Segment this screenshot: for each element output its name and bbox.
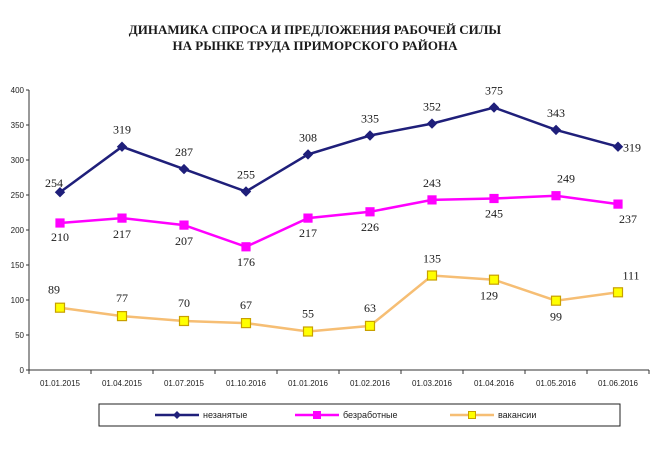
series-line-2 (59, 194, 619, 249)
data-point (427, 195, 437, 205)
data-point (178, 163, 190, 175)
series-layer (54, 102, 624, 337)
data-label: 111 (622, 268, 639, 282)
data-label: 99 (550, 310, 562, 324)
x-tick-label: 01.02.2016 (350, 379, 391, 388)
data-label: 217 (299, 226, 317, 240)
axes: 0 50 100 150 200 250 300 350 400 01.01.2015 01.04.… (11, 86, 650, 388)
y-tick-label: 200 (11, 226, 25, 235)
data-point (54, 186, 66, 198)
data-point (551, 191, 561, 201)
data-point (241, 242, 251, 252)
data-point (302, 326, 314, 337)
data-point (303, 213, 313, 223)
data-label: 210 (51, 230, 69, 244)
data-label: 352 (423, 100, 441, 114)
data-point (240, 186, 252, 197)
x-tick-label: 01.10.2016 (226, 379, 267, 388)
data-label: 89 (48, 283, 60, 297)
x-tick-label: 01.07.2015 (164, 379, 205, 388)
data-point (54, 302, 66, 313)
data-point (117, 213, 127, 223)
x-tick-label: 01.01.2016 (288, 379, 329, 388)
data-label: 243 (423, 176, 441, 190)
series-line-1 (59, 106, 619, 194)
y-tick-label: 50 (15, 331, 24, 340)
data-point (489, 193, 499, 204)
x-tick-label: 01.03.2016 (412, 379, 453, 388)
y-tick-label: 150 (11, 261, 25, 270)
data-point (240, 318, 252, 329)
data-label: 375 (485, 84, 503, 98)
data-label: 226 (361, 220, 379, 234)
legend-marker (468, 411, 476, 419)
data-point (488, 102, 500, 113)
data-label: 135 (423, 252, 441, 266)
data-label: 63 (364, 301, 376, 315)
y-tick-label: 400 (11, 86, 25, 95)
legend-label: безработные (343, 410, 398, 420)
data-labels: 254 319 287 255 308 335 352 375 343 319 210 217 207 1… (45, 84, 641, 324)
data-point (612, 287, 624, 298)
data-label: 129 (480, 289, 498, 303)
y-tick-label: 350 (11, 121, 25, 130)
legend-box (98, 403, 621, 427)
data-point (365, 207, 375, 217)
data-point (302, 149, 314, 160)
data-label: 245 (485, 207, 503, 221)
data-label: 55 (302, 307, 314, 321)
legend-label: вакансии (498, 410, 536, 420)
x-tick-label: 01.04.2015 (102, 379, 143, 388)
data-label: 70 (178, 296, 190, 310)
data-point (550, 124, 562, 136)
x-tick-label: 01.01.2015 (40, 379, 81, 388)
chart-title-line-1: ДИНАМИКА СПРОСА И ПРЕДЛОЖЕНИЯ РАБОЧЕЙ СИ… (129, 22, 502, 37)
data-label: 335 (361, 112, 379, 126)
data-point (116, 141, 128, 152)
chart-title: ДИНАМИКА СПРОСА И ПРЕДЛОЖЕНИЯ РАБОЧЕЙ СИ… (129, 22, 502, 53)
data-label: 319 (623, 141, 641, 155)
y-tick-label: 300 (11, 156, 25, 165)
data-point (179, 220, 189, 230)
y-tick-label: 0 (20, 366, 25, 375)
legend-marker (173, 411, 181, 419)
x-tick-label: 01.06.2016 (598, 379, 639, 388)
chart-title-line-2: НА РЫНКЕ ТРУДА ПРИМОРСКОГО РАЙОНА (173, 38, 459, 53)
data-point (364, 130, 376, 141)
data-point (550, 295, 562, 306)
data-point (178, 315, 190, 327)
data-point (55, 218, 65, 228)
data-point (426, 118, 438, 129)
data-label: 319 (113, 123, 131, 137)
x-tick-label: 01.05.2016 (536, 379, 577, 388)
legend-label: незанятые (203, 410, 247, 420)
data-label: 308 (299, 130, 317, 144)
y-tick-label: 100 (11, 296, 25, 305)
x-tick-label: 01.04.2016 (474, 379, 515, 388)
data-label: 77 (116, 291, 128, 305)
data-label: 176 (237, 255, 255, 269)
data-point (488, 274, 500, 285)
data-label: 343 (547, 106, 565, 120)
data-label: 207 (175, 234, 193, 248)
data-label: 254 (45, 176, 63, 190)
data-label: 67 (240, 298, 252, 312)
data-point (364, 320, 376, 331)
data-label: 237 (619, 212, 637, 226)
legend-marker (313, 411, 321, 419)
data-label: 249 (557, 172, 575, 186)
data-point (612, 141, 624, 152)
data-label: 255 (237, 168, 255, 182)
legend: незанятые безработные вакансии (98, 403, 621, 427)
data-label: 287 (175, 145, 193, 159)
data-point (116, 311, 128, 322)
data-label: 217 (113, 227, 131, 241)
data-point (613, 199, 623, 209)
series-line-3 (59, 274, 619, 333)
data-point (426, 270, 438, 281)
y-tick-label: 250 (11, 191, 25, 200)
